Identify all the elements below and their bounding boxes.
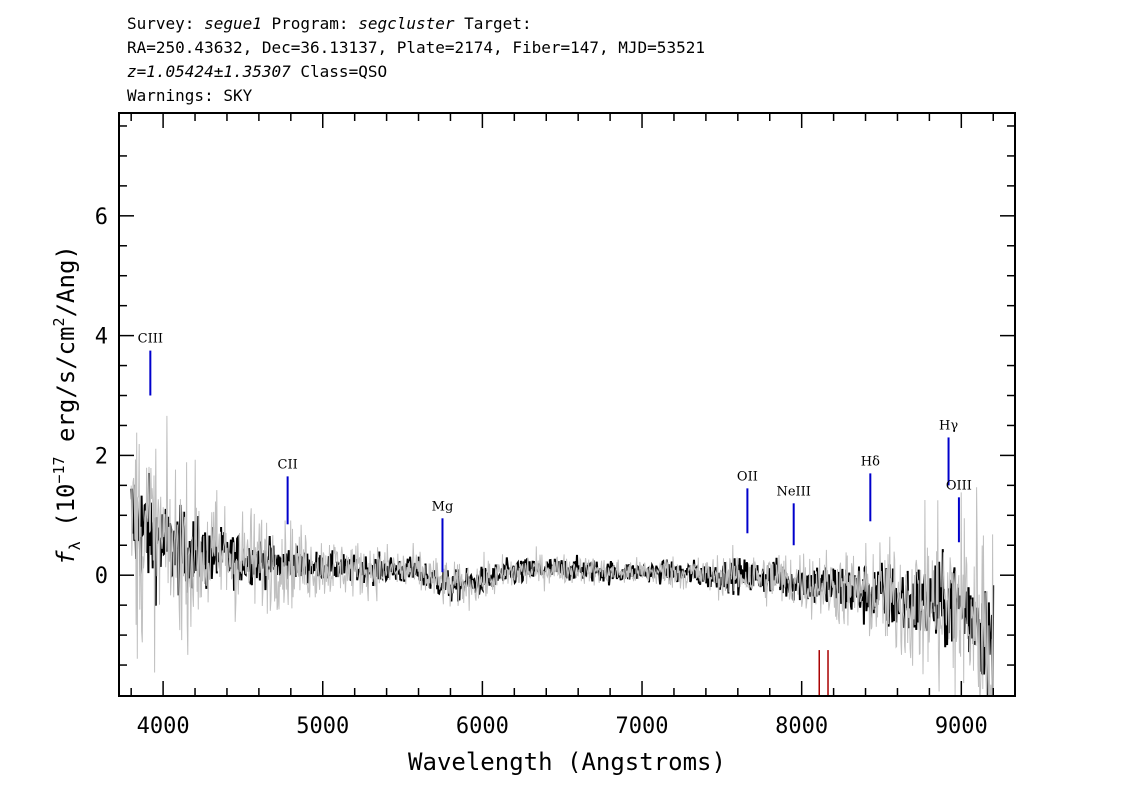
y-axis-sub: λ — [66, 541, 84, 550]
y-axis-exp2: 2 — [50, 317, 68, 326]
emission-line-label: Hδ — [861, 454, 880, 469]
x-tick-label: 9000 — [935, 714, 988, 739]
emission-line-label: Hγ — [939, 418, 958, 433]
emission-line-label: OIII — [946, 478, 972, 493]
plot-content: CIII CII Mg OII NeIII Hδ Hγ OIII — [130, 332, 995, 695]
y-tick-label: 4 — [95, 325, 108, 350]
header-line-redshift: z=1.05424±1.35307 Class=QSO — [127, 60, 705, 84]
y-axis-close: /Ang) — [52, 245, 80, 317]
plot-frame — [118, 112, 1016, 697]
x-tick-label: 6000 — [456, 714, 509, 739]
y-axis-exp: −17 — [50, 456, 68, 483]
axis-ticks — [120, 114, 1014, 695]
spectrum-header: Survey: segue1 Program: segcluster Targe… — [127, 12, 705, 108]
x-tick-label: 4000 — [137, 714, 190, 739]
y-axis-f: f — [52, 550, 80, 565]
header-line-survey: Survey: segue1 Program: segcluster Targe… — [127, 12, 705, 36]
target-label: Target: — [454, 14, 532, 33]
y-axis-mid: erg/s/cm — [52, 326, 80, 456]
class-value: Class=QSO — [290, 62, 388, 81]
x-axis-title: Wavelength (Angstroms) — [408, 748, 726, 776]
program-value: segcluster — [358, 14, 455, 33]
emission-line-label: CIII — [138, 332, 163, 347]
survey-label: Survey: — [127, 14, 205, 33]
header-line-coords: RA=250.43632, Dec=36.13137, Plate=2174, … — [127, 38, 705, 57]
error-series — [130, 415, 994, 695]
redshift-value: z=1.05424±1.35307 — [127, 62, 291, 81]
emission-line-label: NeIII — [776, 484, 810, 499]
emission-line-label: CII — [278, 457, 298, 472]
program-label: Program: — [261, 14, 359, 33]
emission-line-label: Mg — [432, 499, 454, 514]
x-tick-label: 8000 — [775, 714, 828, 739]
survey-value: segue1 — [204, 14, 262, 33]
header-line-warnings: Warnings: SKY — [127, 86, 253, 105]
y-axis-title: fλ (10−17 erg/s/cm2/Ang) — [50, 245, 84, 565]
plot-area — [130, 415, 995, 695]
y-tick-label: 2 — [95, 444, 108, 469]
y-tick-label: 0 — [95, 564, 108, 589]
y-axis-open: (10 — [52, 484, 80, 542]
emission-line-label: OII — [737, 469, 758, 484]
x-tick-label: 7000 — [616, 714, 669, 739]
y-tick-label: 6 — [95, 205, 108, 230]
tick-labels: 4000 5000 6000 7000 8000 9000 0 2 4 6 — [95, 205, 988, 739]
x-tick-label: 5000 — [296, 714, 349, 739]
